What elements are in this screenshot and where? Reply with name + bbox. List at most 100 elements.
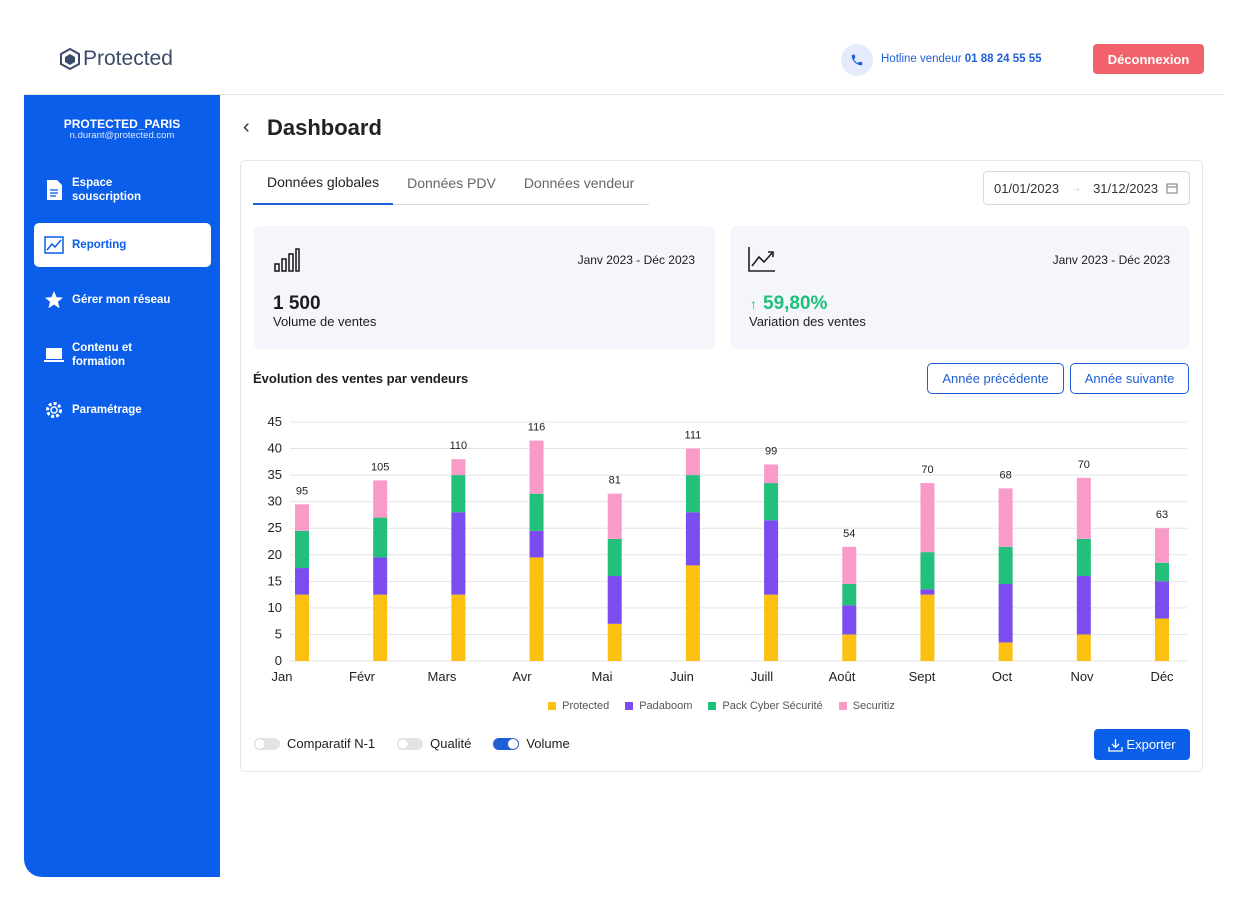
bar-segment — [373, 517, 388, 558]
y-tick-label: 15 — [268, 573, 282, 588]
bar-segment — [529, 557, 544, 661]
kpi-value: 1 500 — [273, 293, 321, 314]
bar-segment — [607, 576, 622, 624]
tab[interactable]: Données PDV — [407, 175, 496, 191]
menu-label: Contenu et formation — [72, 342, 133, 368]
bar-segment — [842, 583, 857, 606]
date-end: 31/12/2023 — [1093, 180, 1159, 196]
bar-segment — [764, 464, 779, 484]
logo-icon — [60, 48, 80, 70]
bar-segment — [295, 530, 309, 569]
next-year-button[interactable]: Année suivante — [1070, 363, 1189, 394]
sidebar: PROTECTED_PARIS n.durant@protected.com E… — [24, 95, 220, 877]
bar-segment — [373, 480, 388, 518]
menu-icon — [44, 346, 64, 364]
y-tick-label: 45 — [268, 414, 282, 429]
bar-segment — [998, 488, 1013, 547]
bar-segment — [842, 605, 857, 635]
tab[interactable]: Données globales — [253, 161, 394, 205]
bar-segment — [529, 440, 544, 494]
x-tick-label: Mai — [592, 669, 613, 684]
menu-item[interactable]: Espace souscription — [34, 168, 211, 212]
legend-item: Protected — [548, 700, 609, 712]
bar-segment — [373, 557, 388, 595]
legend-swatch — [838, 702, 847, 710]
bar-segment — [685, 565, 700, 661]
bar-segment — [607, 623, 622, 661]
bar-segment — [1155, 581, 1169, 619]
toggle[interactable]: Volume — [493, 736, 570, 751]
bar-segment — [373, 594, 388, 661]
menu-item[interactable]: Contenu et formation — [34, 333, 211, 377]
bar-segment — [1076, 634, 1091, 661]
switch — [397, 737, 424, 750]
total-label: 63 — [1156, 509, 1168, 521]
bar-segment — [764, 483, 779, 521]
switch-knob — [508, 738, 519, 749]
y-tick-label: 0 — [275, 653, 282, 668]
bar-segment — [685, 512, 700, 566]
card — [240, 160, 1203, 772]
prev-year-button[interactable]: Année précédente — [927, 363, 1064, 394]
date-start: 01/01/2023 — [994, 180, 1060, 196]
total-label: 111 — [685, 430, 702, 442]
kpi-card: Janv 2023 - Déc 2023 ↑ 59,80% Variation d… — [730, 226, 1190, 349]
x-tick-label: Juin — [670, 669, 694, 684]
page-title: Dashboard — [267, 115, 382, 140]
toggle[interactable]: Comparatif N-1 — [254, 736, 375, 751]
bar-segment — [451, 459, 466, 476]
bar-segment — [920, 483, 935, 553]
tabs-line — [253, 204, 649, 205]
bar-segment — [451, 594, 466, 661]
total-label: 70 — [921, 464, 933, 476]
date-range[interactable]: 01/01/2023 → 31/12/2023 — [983, 171, 1190, 205]
total-label: 54 — [843, 528, 855, 540]
menu-icon — [44, 290, 64, 310]
toggle[interactable]: Qualité — [397, 736, 471, 751]
logo-text: Protected — [83, 47, 173, 70]
menu-item[interactable]: Paramétrage — [34, 388, 211, 432]
bar-segment — [529, 493, 544, 531]
kpi-label: Volume de ventes — [273, 314, 377, 329]
hotline-label: Hotline vendeur — [881, 53, 962, 65]
chart-title: Évolution des ventes par vendeurs — [253, 371, 469, 386]
x-tick-label: Févr — [349, 669, 376, 684]
export-button[interactable]: Exporter — [1094, 729, 1190, 760]
logo[interactable]: Protected — [60, 47, 173, 71]
tab[interactable]: Données vendeur — [523, 175, 635, 191]
kpi-period: Janv 2023 - Déc 2023 — [1052, 253, 1170, 267]
x-tick-label: Mars — [428, 669, 457, 684]
bar-segment — [451, 475, 466, 513]
bar-segment — [920, 594, 935, 661]
bar-segment — [998, 642, 1013, 661]
back-button[interactable]: ‹ — [243, 116, 250, 138]
kpi-period: Janv 2023 - Déc 2023 — [577, 253, 695, 267]
x-tick-label: Oct — [992, 669, 1013, 684]
hotline[interactable]: Hotline vendeur 01 88 24 55 55 — [881, 53, 1042, 65]
legend-label: Padaboom — [639, 700, 693, 712]
bar-segment — [998, 546, 1013, 584]
bar-segment — [451, 512, 466, 595]
x-tick-label: Juill — [751, 669, 774, 684]
logout-button[interactable]: Déconnexion — [1093, 44, 1204, 74]
phone-icon — [841, 44, 873, 76]
bar-segment — [1155, 528, 1169, 563]
menu-item[interactable]: Gérer mon réseau — [34, 278, 211, 322]
bar-segment — [998, 583, 1013, 643]
total-label: 105 — [371, 461, 389, 473]
total-label: 81 — [609, 475, 621, 487]
menu-item[interactable]: Reporting — [34, 223, 211, 267]
y-tick-label: 10 — [268, 600, 282, 615]
legend-item: Padaboom — [625, 700, 692, 712]
legend-item: Pack Cyber Sécurité — [708, 700, 823, 712]
legend-swatch — [548, 702, 557, 710]
tabs: Données globales Données PDV Données vende… — [253, 161, 648, 205]
header-border — [24, 94, 1224, 95]
user-email: n.durant@protected.com — [69, 130, 175, 141]
bar-segment — [764, 520, 779, 595]
bar-segment — [529, 530, 544, 558]
menu-label: Paramétrage — [72, 404, 142, 416]
x-tick-label: Nov — [1070, 669, 1094, 684]
